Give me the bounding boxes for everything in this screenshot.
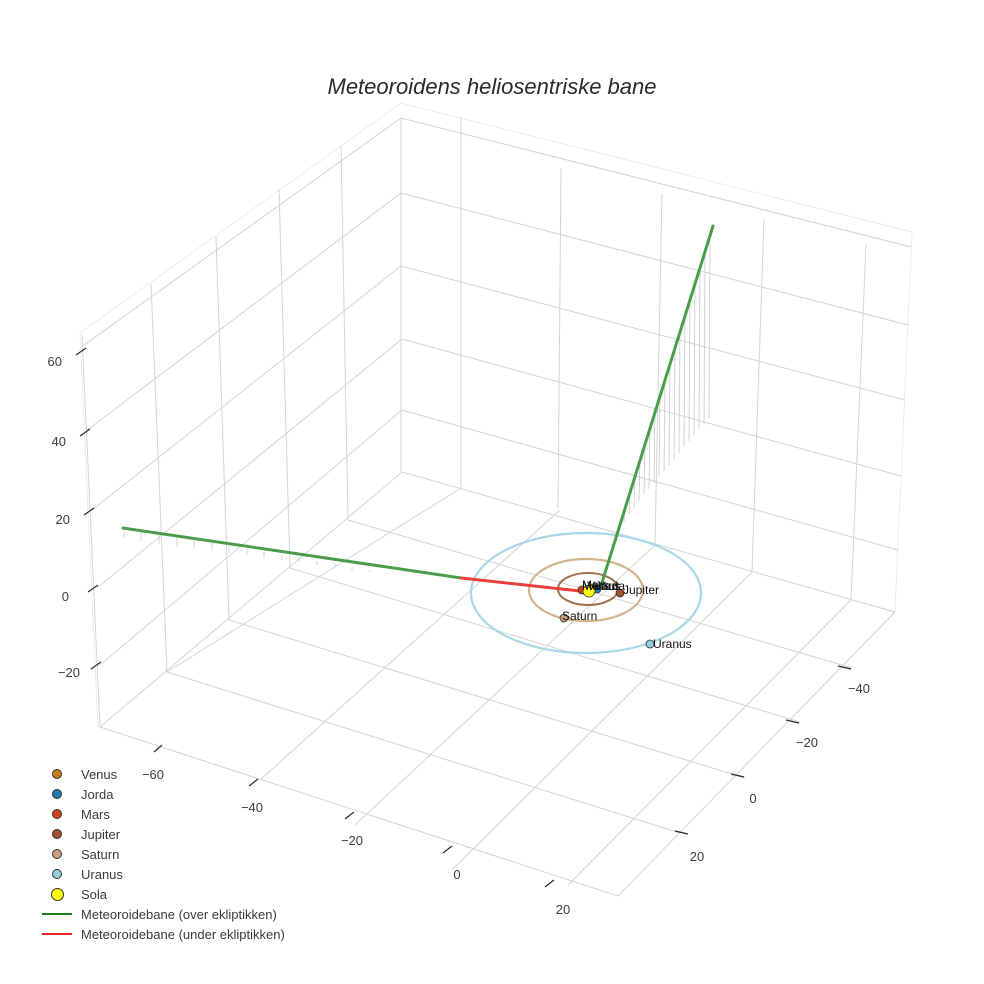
y-tick-0: 0 (749, 791, 756, 806)
jupiter-dot-icon (52, 829, 62, 839)
legend-item-jorda[interactable]: Jorda (38, 784, 285, 804)
legend-label: Uranus (81, 866, 123, 882)
y-tick-labels: −40 −20 0 20 (690, 681, 870, 864)
drop-lines (123, 231, 711, 574)
jupiter-label: Jupiter (623, 583, 659, 597)
saturn-label: Saturn (562, 609, 597, 623)
trajectory-below (459, 576, 591, 594)
planets[interactable]: Merkur Venus Jorda Mars Jupiter Saturn U… (559, 578, 692, 651)
legend-item-uranus[interactable]: Uranus (38, 864, 285, 884)
legend-label: Mars (81, 806, 110, 822)
y-tick-20: 20 (690, 849, 704, 864)
z-tick-40: 40 (52, 434, 66, 449)
legend-item-track-below[interactable]: Meteoroidebane (under ekliptikken) (38, 924, 285, 944)
y-tick-neg40: −40 (848, 681, 870, 696)
venus-dot-icon (52, 769, 62, 779)
y-tick-neg20: −20 (796, 735, 818, 750)
floor-grid (99, 471, 896, 897)
legend-item-jupiter[interactable]: Jupiter (38, 824, 285, 844)
uranus-label: Uranus (653, 637, 692, 651)
saturn-orbit (527, 557, 645, 623)
trajectory-above-right (598, 224, 715, 591)
left-wall-grid (79, 117, 403, 728)
x-tick-neg60: −60 (142, 767, 164, 782)
z-tick-60: 60 (48, 354, 62, 369)
z-tick-labels: 60 40 20 0 −20 (48, 354, 80, 680)
tick-marks (75, 347, 852, 888)
chart-title: Meteoroidens heliosentriske bane (327, 74, 657, 99)
mercury-label: Merkur (582, 579, 619, 593)
z-tick-neg20: −20 (58, 665, 80, 680)
mars-dot-icon (52, 809, 62, 819)
legend-label: Venus (81, 766, 118, 782)
venus-label: Venus (587, 579, 620, 593)
saturn-dot-icon (52, 849, 62, 859)
legend: Venus Jorda Mars Jupiter Saturn Uranus S… (38, 764, 285, 944)
z-tick-0: 0 (62, 589, 69, 604)
z-tick-20: 20 (56, 512, 70, 527)
legend-label: Sola (81, 886, 108, 902)
box-edges (79, 102, 913, 729)
jupiter-marker (615, 588, 625, 598)
x-tick-neg40: −40 (241, 800, 263, 815)
x-tick-neg20: −20 (341, 833, 363, 848)
legend-item-venus[interactable]: Venus (38, 764, 285, 784)
uranus-marker (645, 639, 655, 649)
meteoroid-trajectory[interactable] (121, 224, 715, 594)
green-line-icon (42, 913, 72, 915)
legend-item-sola[interactable]: Sola (38, 884, 285, 904)
x-tick-labels: −60 −40 −20 0 20 (142, 767, 570, 917)
legend-item-track-above[interactable]: Meteoroidebane (over ekliptikken) (38, 904, 285, 924)
red-line-icon (42, 933, 72, 935)
legend-label: Meteoroidebane (under ekliptikken) (81, 926, 285, 942)
legend-label: Saturn (81, 846, 120, 862)
legend-item-mars[interactable]: Mars (38, 804, 285, 824)
trajectory-above-left (121, 526, 463, 580)
saturn-marker (559, 613, 569, 623)
orbits (469, 531, 703, 655)
uranus-orbit (469, 531, 703, 655)
sun-dot-icon (50, 887, 64, 901)
uranus-dot-icon (52, 869, 62, 879)
legend-item-saturn[interactable]: Saturn (38, 844, 285, 864)
earth-label: Jorda (595, 579, 625, 593)
legend-label: Jupiter (81, 826, 121, 842)
right-wall-grid (400, 117, 912, 601)
earth-dot-icon (52, 789, 62, 799)
legend-label: Jorda (81, 786, 114, 802)
sun-marker (582, 584, 596, 598)
legend-label: Meteoroidebane (over ekliptikken) (81, 906, 277, 922)
mars-label: Mars (582, 578, 609, 592)
x-tick-20: 20 (556, 902, 570, 917)
x-tick-0: 0 (453, 867, 460, 882)
